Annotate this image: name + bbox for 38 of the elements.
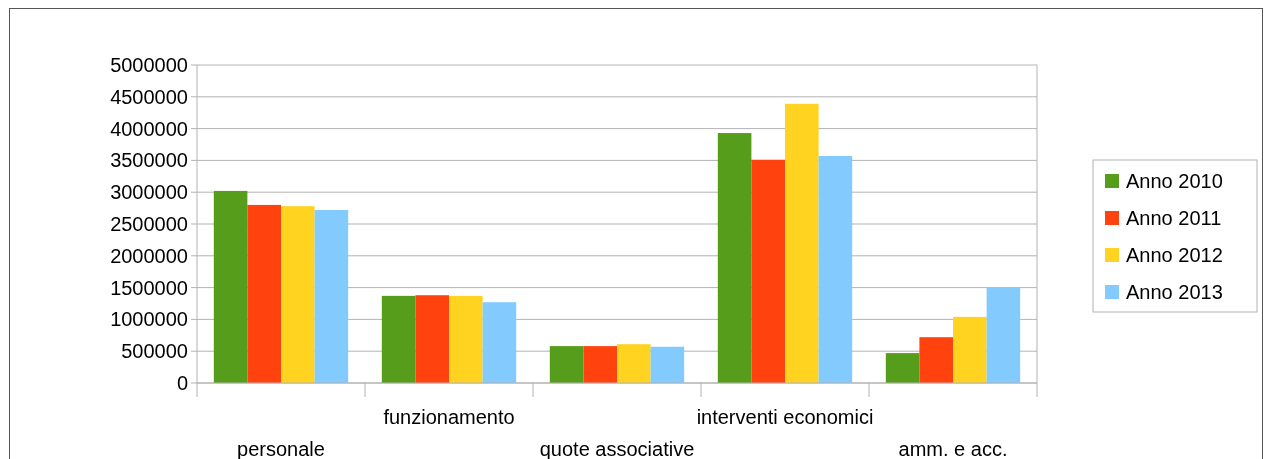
y-tick-label: 4000000	[110, 117, 188, 140]
x-tick-label: interventi economici	[696, 406, 874, 428]
bar	[213, 190, 248, 383]
bar	[818, 155, 853, 383]
bar	[549, 346, 584, 383]
bar	[482, 302, 517, 383]
y-tick-label: 5000000	[110, 54, 188, 76]
bar	[281, 206, 315, 383]
bar	[785, 103, 819, 383]
y-tick-label: 3500000	[110, 149, 188, 172]
y-tick-label: 1000000	[110, 308, 188, 331]
bar	[415, 295, 449, 383]
bar	[986, 286, 1021, 383]
legend-label: Anno 2013	[1126, 281, 1223, 303]
bar	[381, 295, 416, 383]
bar	[953, 316, 987, 383]
bar	[650, 346, 685, 383]
y-tick-label: 1500000	[110, 276, 188, 299]
bar	[247, 204, 281, 383]
legend-label: Anno 2011	[1126, 207, 1222, 229]
y-tick-label: 0	[176, 372, 188, 394]
legend-label: Anno 2012	[1126, 244, 1223, 266]
y-tick-label: 2000000	[110, 244, 188, 267]
bar	[314, 210, 349, 383]
bar	[751, 159, 785, 383]
y-tick-label: 4500000	[110, 85, 188, 108]
bar	[919, 337, 953, 383]
bar	[617, 344, 651, 383]
y-tick-label: 3000000	[110, 181, 188, 204]
bar	[449, 295, 483, 383]
y-tick-label: 500000	[121, 340, 188, 363]
bar	[885, 353, 920, 383]
y-tick-label: 2500000	[110, 213, 188, 235]
x-tick-label: amm. e acc.	[898, 438, 1008, 459]
legend-label: Anno 2010	[1126, 170, 1223, 192]
bar	[583, 346, 617, 383]
x-tick-label: funzionamento	[383, 406, 515, 428]
bar	[717, 133, 752, 383]
